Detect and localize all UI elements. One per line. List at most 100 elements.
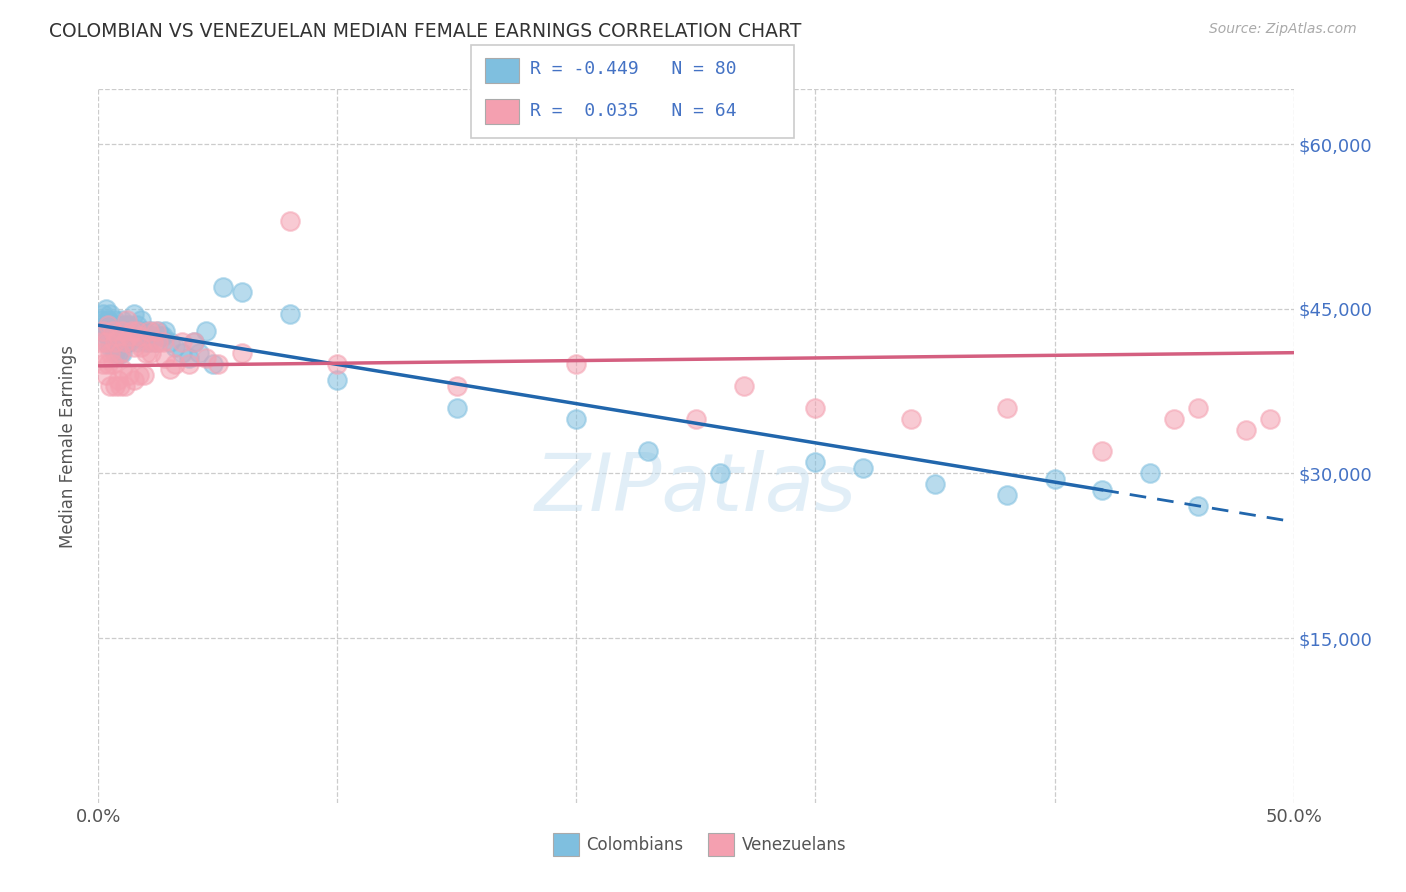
Point xyxy=(104,345,127,359)
Point xyxy=(91,324,114,338)
Point xyxy=(1258,411,1281,425)
Point xyxy=(124,373,146,387)
Point xyxy=(142,334,165,349)
Point xyxy=(101,324,124,338)
Point xyxy=(98,307,122,321)
Point xyxy=(195,324,218,338)
Point xyxy=(1091,483,1114,497)
Point xyxy=(924,477,946,491)
Text: Venezuelans: Venezuelans xyxy=(741,836,846,854)
Point xyxy=(125,334,148,349)
Point xyxy=(278,307,301,321)
Point xyxy=(121,324,143,338)
Point xyxy=(995,488,1018,502)
Point xyxy=(128,324,150,338)
Point xyxy=(128,368,150,382)
Point xyxy=(132,368,155,382)
Point xyxy=(733,378,755,392)
Point xyxy=(114,334,136,349)
Point xyxy=(446,401,468,415)
Point xyxy=(108,345,131,359)
Point xyxy=(131,329,153,343)
Point xyxy=(111,324,134,338)
Point xyxy=(107,318,129,333)
Text: R = -0.449   N = 80: R = -0.449 N = 80 xyxy=(530,60,737,78)
Point xyxy=(135,329,157,343)
Point xyxy=(114,318,136,333)
Point xyxy=(111,345,134,359)
Point xyxy=(124,340,146,354)
Point xyxy=(124,307,146,321)
Point xyxy=(107,329,129,343)
Point xyxy=(142,329,165,343)
Point xyxy=(90,324,112,338)
Point xyxy=(97,324,120,338)
Point xyxy=(1234,423,1257,437)
Point xyxy=(637,115,659,129)
Point xyxy=(128,329,150,343)
Point xyxy=(94,334,117,349)
Point xyxy=(1043,472,1066,486)
Point xyxy=(135,334,157,349)
Point xyxy=(709,467,731,481)
Point xyxy=(115,312,138,326)
Point xyxy=(148,334,170,349)
Point xyxy=(97,329,120,343)
Point xyxy=(94,301,117,316)
Point xyxy=(98,318,122,333)
Point xyxy=(90,312,112,326)
Point xyxy=(91,307,114,321)
Point xyxy=(326,357,349,371)
Point xyxy=(118,318,141,333)
Point xyxy=(101,334,124,349)
Point xyxy=(1139,467,1161,481)
Point xyxy=(132,324,155,338)
Point xyxy=(114,378,136,392)
Point xyxy=(183,334,205,349)
Point xyxy=(155,351,177,366)
Point xyxy=(278,214,301,228)
Point xyxy=(685,411,707,425)
Point xyxy=(163,357,186,371)
Point xyxy=(98,345,122,359)
Point xyxy=(97,357,120,371)
Point xyxy=(183,334,205,349)
Point xyxy=(231,345,253,359)
Bar xyxy=(553,833,579,856)
Point xyxy=(111,312,134,326)
Point xyxy=(91,324,114,338)
Point xyxy=(172,345,194,359)
Point xyxy=(187,345,209,359)
Text: Source: ZipAtlas.com: Source: ZipAtlas.com xyxy=(1209,22,1357,37)
Point xyxy=(94,334,117,349)
Point xyxy=(1163,411,1185,425)
Y-axis label: Median Female Earnings: Median Female Earnings xyxy=(59,344,77,548)
Point xyxy=(97,318,120,333)
Point xyxy=(111,362,134,376)
Point xyxy=(118,368,141,382)
Point xyxy=(104,312,127,326)
Point xyxy=(125,324,148,338)
Point xyxy=(107,329,129,343)
Point xyxy=(115,324,138,338)
Point xyxy=(138,324,160,338)
Point xyxy=(637,444,659,458)
Point xyxy=(121,329,143,343)
Point xyxy=(207,357,229,371)
Point xyxy=(94,368,117,382)
Point xyxy=(179,351,201,366)
Point xyxy=(97,312,120,326)
Point xyxy=(159,334,181,349)
Point xyxy=(152,334,174,349)
Point xyxy=(195,351,218,366)
Point xyxy=(94,318,117,333)
Point xyxy=(101,324,124,338)
Bar xyxy=(709,833,734,856)
Point xyxy=(115,334,138,349)
Point xyxy=(231,285,253,300)
Point xyxy=(107,373,129,387)
Point xyxy=(1187,500,1209,514)
Point xyxy=(138,334,160,349)
Point xyxy=(125,318,148,333)
Point xyxy=(179,357,201,371)
